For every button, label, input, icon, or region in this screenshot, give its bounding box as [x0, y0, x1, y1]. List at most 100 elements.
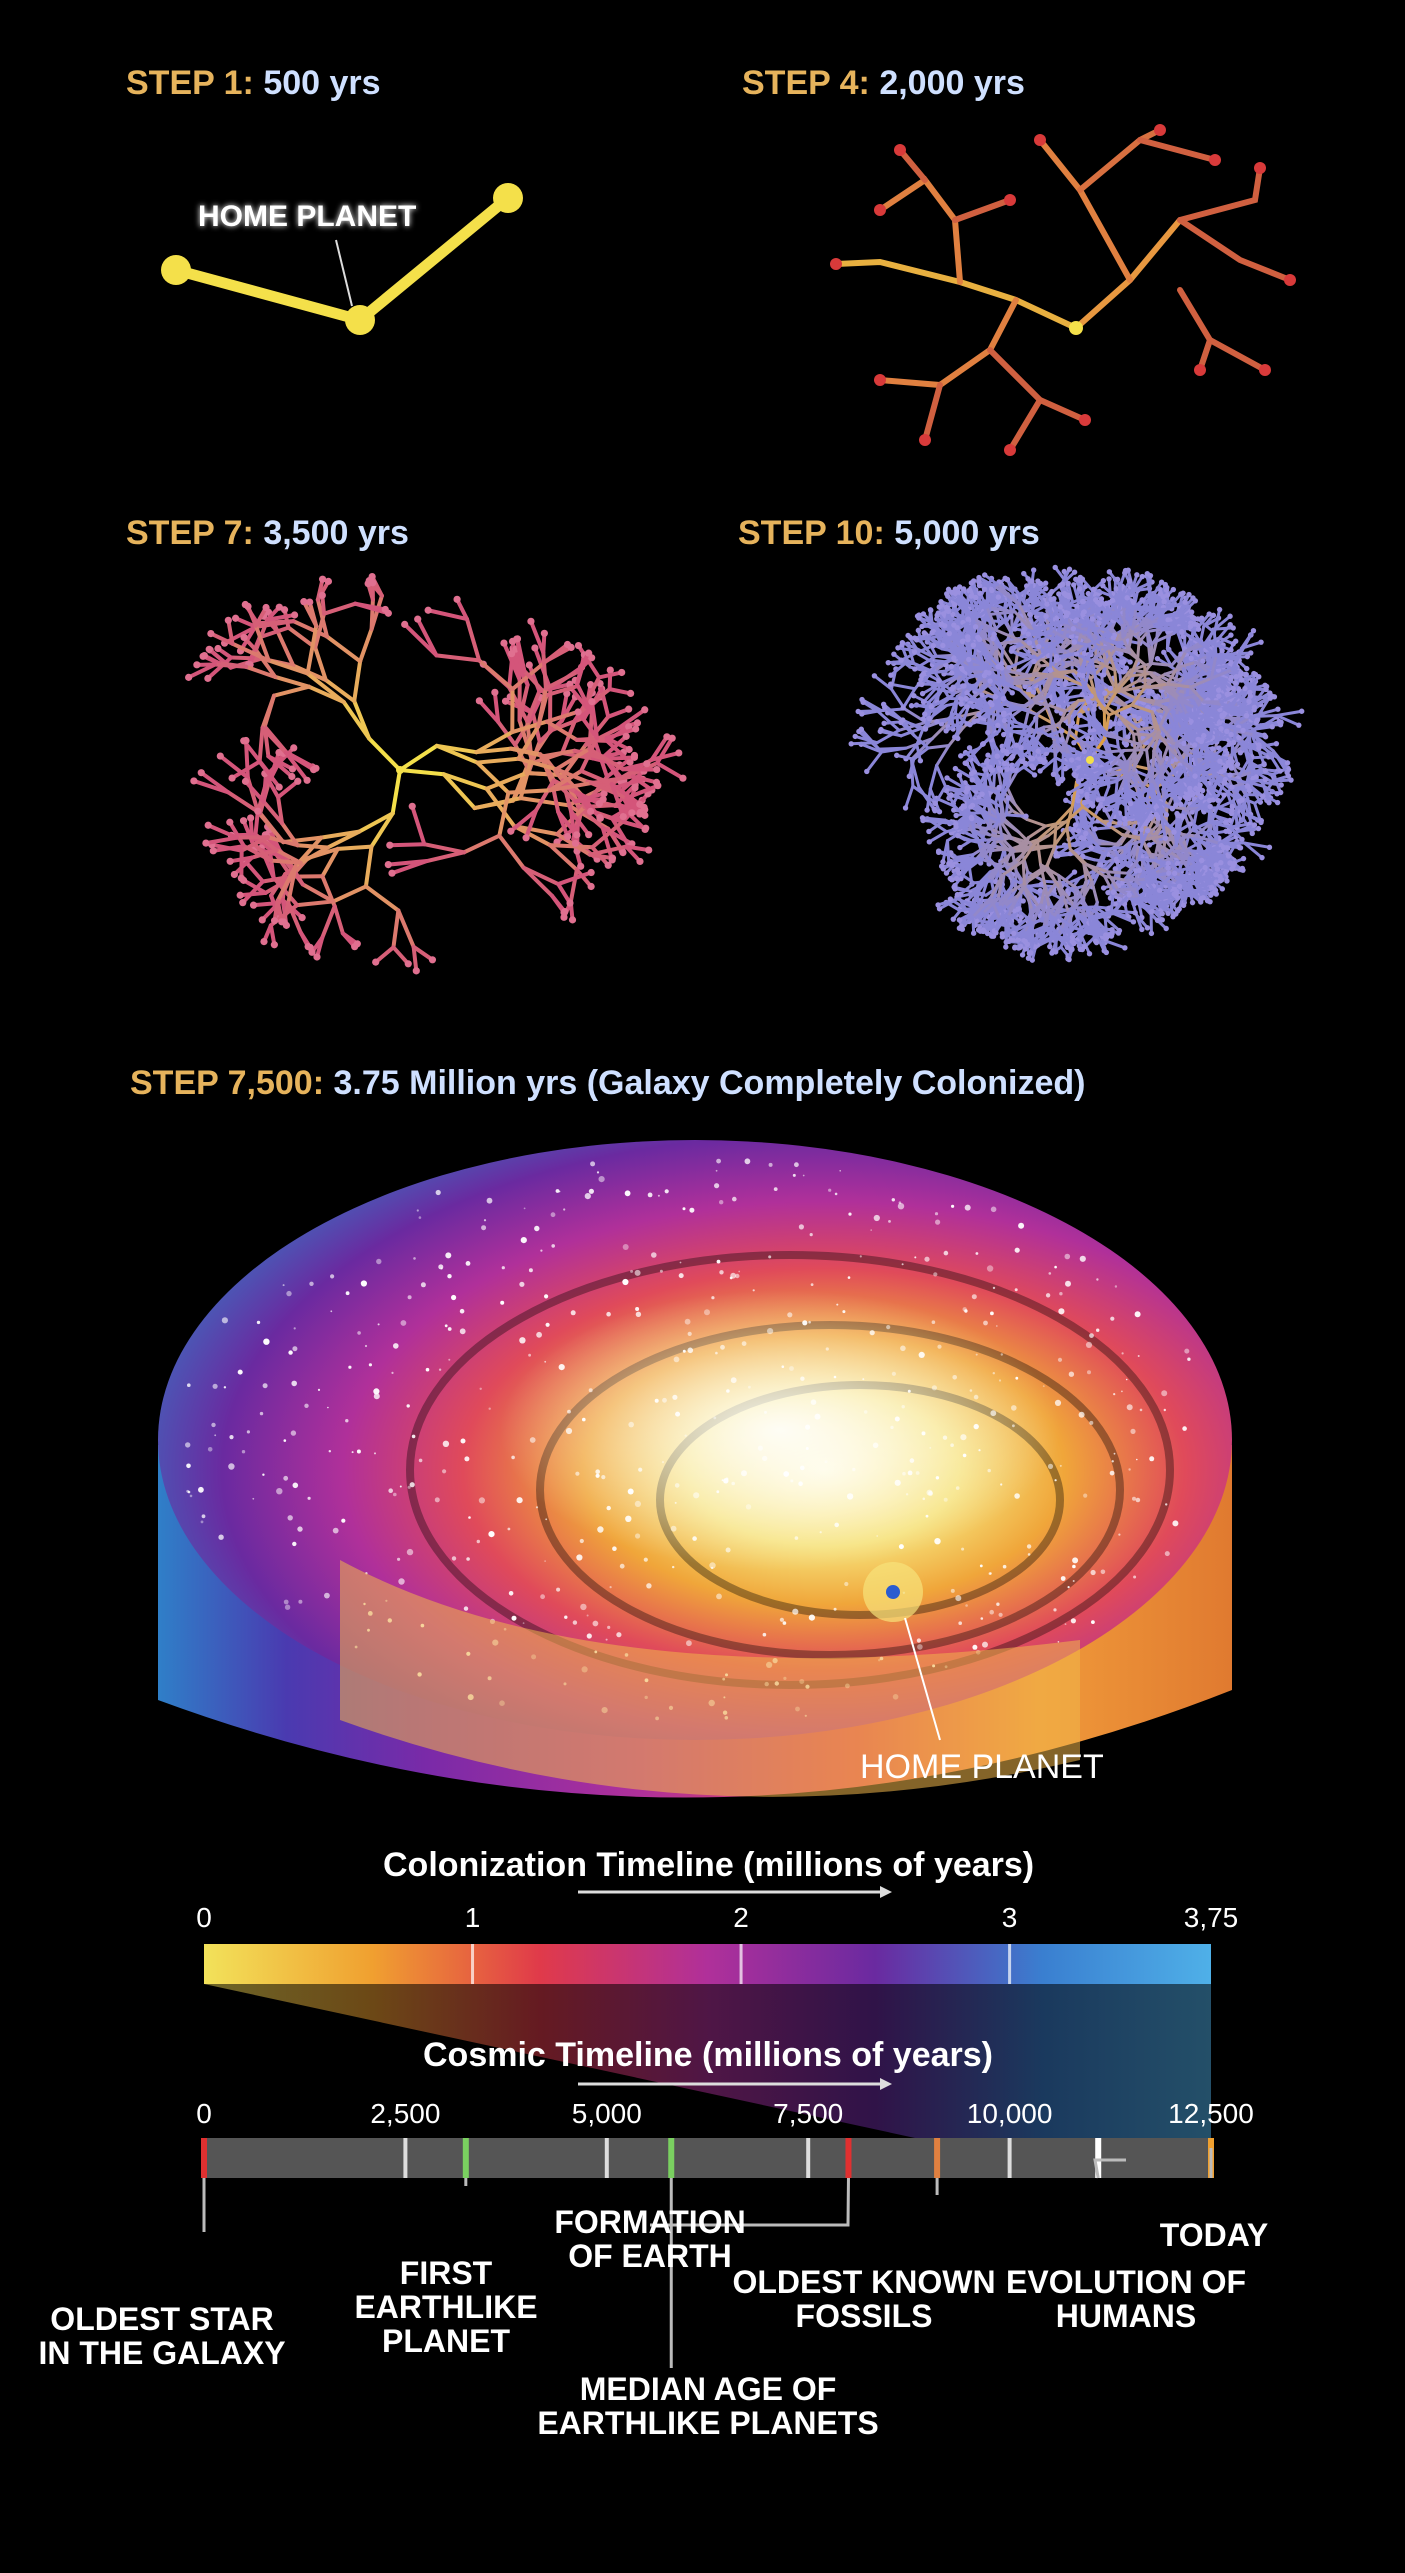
network-branch [1195, 755, 1204, 771]
network-branch [568, 685, 594, 716]
network-branch [1271, 766, 1290, 776]
network-branch [1081, 854, 1096, 862]
network-node [995, 911, 1001, 917]
network-node [943, 870, 950, 876]
network-node [1180, 715, 1186, 721]
network-branch [1167, 687, 1181, 709]
network-branch [1185, 807, 1196, 827]
network-node [308, 763, 317, 771]
network-node [1162, 606, 1168, 612]
network-branch [1062, 681, 1078, 687]
network-branch [1037, 905, 1060, 918]
network-branch [977, 795, 993, 807]
network-node [261, 769, 269, 778]
network-branch [1241, 732, 1252, 752]
network-branch [1198, 639, 1205, 660]
network-branch [1242, 798, 1251, 817]
step-4-node [1284, 274, 1296, 286]
network-branch [630, 774, 659, 785]
network-node [1145, 811, 1151, 817]
network-branch [954, 598, 973, 622]
network-branch [1037, 676, 1043, 697]
network-branch [1196, 876, 1218, 884]
network-node [1234, 696, 1240, 702]
network-branch [1182, 704, 1206, 719]
network-node [364, 579, 372, 588]
network-node [1081, 799, 1088, 806]
network-node [588, 698, 596, 706]
network-node [1051, 891, 1058, 897]
network-node [1136, 873, 1143, 879]
network-node [907, 634, 913, 641]
network-branch [1180, 704, 1194, 716]
network-node [1233, 660, 1239, 666]
network-node [1018, 943, 1024, 950]
network-node [428, 956, 437, 964]
network-branch [1003, 888, 1017, 908]
network-branch [1169, 714, 1186, 724]
network-branch [971, 907, 986, 921]
network-branch [973, 617, 994, 636]
network-node [1133, 868, 1139, 874]
network-branch [1095, 838, 1118, 847]
network-branch [1211, 666, 1234, 679]
network-branch [1009, 879, 1030, 894]
network-branch [1113, 856, 1131, 862]
network-node [512, 645, 520, 653]
network-branch [1215, 737, 1231, 742]
network-branch [621, 785, 638, 824]
network-branch [1091, 616, 1103, 630]
network-branch [1044, 913, 1059, 928]
network-node [522, 834, 530, 842]
network-node [1206, 638, 1213, 645]
network-branch [1167, 882, 1173, 902]
network-branch [1153, 725, 1169, 733]
network-branch [924, 716, 955, 724]
network-branch [560, 717, 578, 756]
network-branch [1242, 697, 1255, 719]
network-branch [1108, 688, 1123, 706]
network-node [1234, 761, 1241, 768]
network-branch [1113, 612, 1136, 628]
network-branch [1079, 831, 1102, 846]
network-node [1206, 709, 1213, 715]
network-node [1257, 743, 1263, 750]
network-branch [1090, 909, 1116, 919]
network-branch [1149, 607, 1167, 616]
network-branch [1199, 712, 1219, 722]
network-branch [617, 802, 648, 832]
network-node [1027, 689, 1033, 696]
network-node [1197, 891, 1204, 898]
network-branch [1214, 846, 1230, 856]
network-branch [1195, 639, 1205, 660]
network-branch [1143, 825, 1161, 836]
network-branch [1260, 780, 1283, 787]
network-node [956, 925, 963, 931]
network-node [968, 770, 975, 777]
network-node [987, 764, 993, 771]
network-branch [1174, 697, 1182, 718]
network-node [1135, 700, 1142, 706]
network-branch [1149, 691, 1165, 705]
network-branch [233, 616, 258, 629]
network-branch [951, 710, 982, 720]
network-branch [889, 682, 917, 691]
network-branch [1219, 715, 1242, 721]
network-branch [985, 582, 1000, 604]
network-branch [1085, 905, 1093, 929]
network-node [1076, 668, 1083, 674]
network-branch [1195, 685, 1202, 701]
network-branch [1203, 700, 1220, 725]
network-branch [1025, 716, 1038, 733]
network-node [1009, 762, 1015, 768]
network-branch [1080, 930, 1108, 937]
network-branch [1200, 664, 1219, 678]
network-branch [899, 720, 916, 738]
network-branch [1020, 870, 1030, 892]
network-branch [996, 868, 1004, 886]
network-node [625, 705, 633, 713]
network-branch [1038, 622, 1056, 632]
network-branch [1012, 637, 1033, 651]
network-node [1210, 819, 1216, 825]
network-branch [434, 743, 480, 765]
